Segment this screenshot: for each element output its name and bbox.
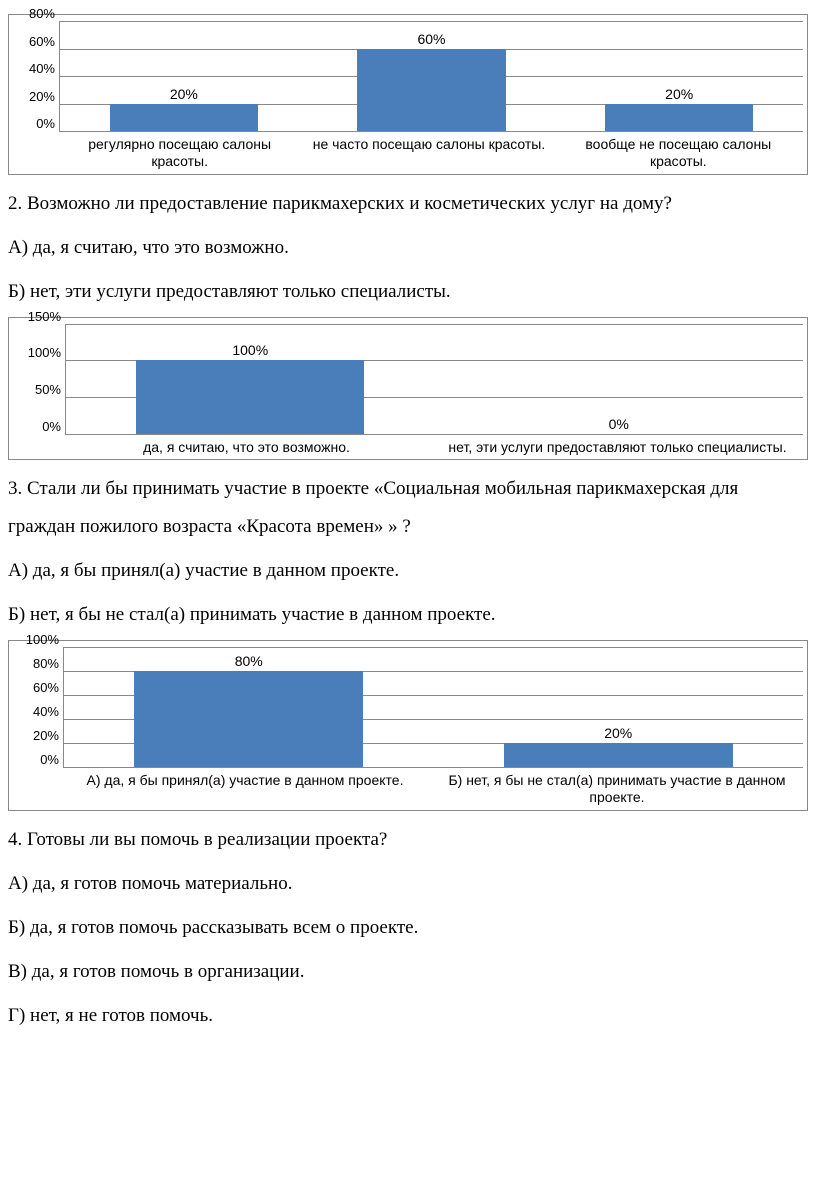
- q4-optG: Г) нет, я не готов помочь.: [8, 997, 808, 1035]
- chart3-container: 100%80%60%40%20%0%80%20%А) да, я бы прин…: [8, 640, 808, 811]
- ytick-label: 60%: [29, 34, 55, 49]
- q2-optA: А) да, я считаю, что это возможно.: [8, 229, 808, 267]
- chart-bar: [357, 49, 506, 132]
- ytick-label: 0%: [40, 752, 59, 767]
- xtick-label: вообще не посещаю салоны красоты.: [554, 132, 803, 170]
- chart-bar: [134, 671, 363, 767]
- bar-value-label: 20%: [555, 86, 803, 102]
- ytick-label: 0%: [42, 419, 61, 434]
- chart-plot: 100% 0%: [65, 324, 803, 435]
- ytick-label: 80%: [33, 656, 59, 671]
- ytick-label: 100%: [28, 345, 61, 360]
- bar-value-label: 60%: [308, 31, 556, 47]
- bar-value-label: 20%: [434, 725, 804, 741]
- q4-optA: А) да, я готов помочь материально.: [8, 865, 808, 903]
- chart2-container: 150%100%50%0%100%0%да, я считаю, что это…: [8, 317, 808, 461]
- q3-optA: А) да, я бы принял(а) участие в данном п…: [8, 552, 808, 590]
- chart-bar: [504, 743, 733, 767]
- bar-value-label: 0%: [435, 416, 804, 432]
- q3-optB: Б) нет, я бы не стал(а) принимать участи…: [8, 596, 808, 634]
- ytick-label: 50%: [35, 382, 61, 397]
- chart3: 100%80%60%40%20%0%80%20%А) да, я бы прин…: [13, 647, 803, 806]
- ytick-label: 20%: [33, 728, 59, 743]
- ytick-label: 0%: [36, 116, 55, 131]
- chart-bar: [110, 104, 259, 132]
- bar-value-label: 20%: [60, 86, 308, 102]
- q4-question: 4. Готовы ли вы помочь в реализации прое…: [8, 821, 808, 859]
- ytick-label: 80%: [29, 6, 55, 21]
- xtick-label: не часто посещаю салоны красоты.: [304, 132, 553, 170]
- chart-plot: 20% 60% 20%: [59, 21, 803, 132]
- q4-optV: В) да, я готов помочь в организации.: [8, 953, 808, 991]
- xtick-label: регулярно посещаю салоны красоты.: [55, 132, 304, 170]
- ytick-label: 40%: [33, 704, 59, 719]
- chart1-container: 80%60%40%20%0%20%60%20%регулярно посещаю…: [8, 14, 808, 175]
- q4-optB: Б) да, я готов помочь рассказывать всем …: [8, 909, 808, 947]
- chart1: 80%60%40%20%0%20%60%20%регулярно посещаю…: [13, 21, 803, 170]
- chart-bar: [605, 104, 754, 132]
- q2-optB: Б) нет, эти услуги предоставляют только …: [8, 273, 808, 311]
- ytick-label: 100%: [26, 632, 59, 647]
- ytick-label: 60%: [33, 680, 59, 695]
- xtick-label: Б) нет, я бы не стал(а) принимать участи…: [431, 768, 803, 806]
- bar-value-label: 100%: [66, 342, 435, 358]
- chart-yaxis: 100%80%60%40%20%0%: [13, 647, 63, 767]
- q2-question: 2. Возможно ли предоставление парикмахер…: [8, 185, 808, 223]
- chart-bar: [136, 360, 364, 433]
- chart2: 150%100%50%0%100%0%да, я считаю, что это…: [13, 324, 803, 456]
- xtick-label: нет, эти услуги предоставляют только спе…: [432, 435, 803, 456]
- ytick-label: 40%: [29, 61, 55, 76]
- chart-yaxis: 150%100%50%0%: [13, 324, 65, 434]
- xtick-label: А) да, я бы принял(а) участие в данном п…: [59, 768, 431, 806]
- ytick-label: 150%: [28, 309, 61, 324]
- q3-question: 3. Стали ли бы принимать участие в проек…: [8, 470, 808, 546]
- chart-plot: 80% 20%: [63, 647, 803, 768]
- xtick-label: да, я считаю, что это возможно.: [61, 435, 432, 456]
- bar-value-label: 80%: [64, 653, 434, 669]
- chart-yaxis: 80%60%40%20%0%: [13, 21, 59, 131]
- ytick-label: 20%: [29, 89, 55, 104]
